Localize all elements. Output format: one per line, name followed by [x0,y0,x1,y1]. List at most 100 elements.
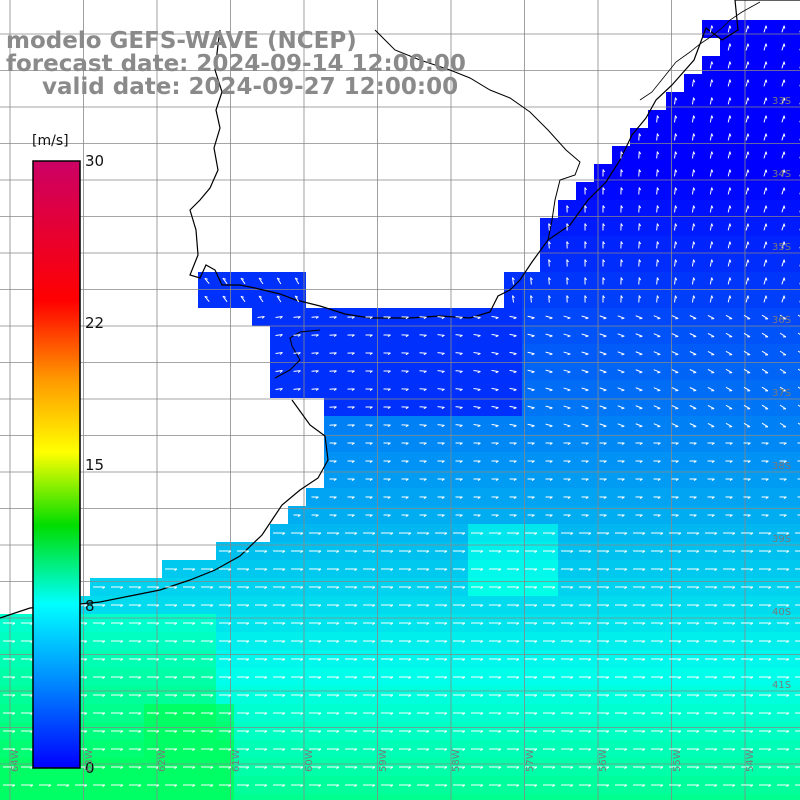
wind-arrow-head [279,316,283,319]
wind-arrow-head [585,442,589,446]
wind-arrow-head [390,622,394,626]
wind-arrow [599,351,607,355]
wind-arrow-head [567,389,571,392]
wind-arrow-head [264,748,268,752]
wind-arrow-head [657,442,661,446]
wind-arrow [674,133,676,141]
wind-cell [162,794,180,800]
wind-arrow-head [693,151,696,155]
wind-arrow-head [516,532,520,536]
wind-arrow-head [498,604,502,608]
wind-arrow-head [714,748,718,752]
wind-arrow-head [602,205,606,209]
wind-arrow-head [408,550,412,554]
wind-cell [792,236,800,254]
wind-arrow [709,25,713,33]
wind-arrow [455,316,463,318]
wind-cell [792,488,800,506]
forecast-date: forecast date: 2024-09-14 12:00:00 [6,51,466,77]
wind-arrow-head [513,389,517,392]
wind-arrow-head [678,712,682,716]
wind-arrow [727,241,731,249]
wind-arrow [563,315,571,319]
wind-arrow-head [351,442,355,446]
wind-arrow-head [246,586,250,590]
wind-arrow [581,369,589,373]
wind-arrow-head [315,316,319,319]
wind-arrow-head [588,586,592,590]
wind-arrow [527,333,535,337]
wind-arrow [276,277,282,285]
wind-arrow [293,352,301,354]
wind-arrow-head [336,784,340,788]
wind-arrow [743,386,751,392]
wind-arrow [527,387,535,391]
wind-arrow-head [84,658,88,662]
wind-arrow-head [102,748,106,752]
wind-arrow [797,332,800,335]
wind-arrow-head [570,550,574,554]
wind-arrow-head [408,748,412,752]
wind-cell [792,380,800,398]
wind-arrow-head [768,748,772,752]
wind-arrow [491,351,499,355]
wind-arrow-head [602,295,606,299]
wind-cell [738,794,756,800]
wind-arrow-head [102,712,106,716]
wind-arrow-head [405,334,409,338]
wind-arrow-head [369,496,373,500]
wind-arrow-head [423,424,427,428]
wind-arrow-head [549,425,553,428]
wind-arrow-head [228,604,232,608]
wind-arrow-head [369,424,373,428]
wind-arrow-head [750,784,754,788]
wind-arrow-head [765,25,768,29]
wind-arrow-head [372,604,376,608]
wind-arrow-head [732,532,736,536]
wind-arrow-head [620,223,624,227]
wind-arrow-head [675,460,679,464]
wind-arrow-head [12,748,16,752]
wind-arrow-head [711,295,714,299]
wind-arrow [437,334,445,336]
wind-arrow-head [783,115,786,119]
wind-arrow-head [531,460,535,464]
wind-arrow-head [120,640,124,644]
wind-arrow-head [369,460,373,464]
wind-arrow-head [747,115,750,119]
wind-arrow [674,205,676,213]
wind-arrow-head [750,712,754,716]
wind-arrow [781,61,785,69]
wind-arrow-head [513,496,517,500]
wind-arrow [653,387,661,391]
wind-arrow-head [498,532,502,536]
wind-arrow-head [765,61,768,65]
wind-arrow-head [369,370,373,374]
wind-arrow-head [264,694,268,698]
wind-arrow-head [588,748,592,752]
wind-arrow-head [516,550,520,554]
wind-arrow-head [675,295,678,299]
wind-arrow-head [498,748,502,752]
wind-arrow [617,351,625,355]
wind-arrow-head [624,766,628,770]
wind-arrow-head [315,334,319,337]
wind-arrow-head [354,676,358,680]
wind-arrow-head [336,658,340,662]
wind-arrow-head [638,133,642,137]
wind-arrow-head [138,748,142,752]
wind-arrow-head [315,352,319,355]
wind-arrow [727,79,731,87]
wind-arrow-head [426,784,430,788]
wind-arrow-head [786,712,790,716]
wind-arrow-head [282,532,286,536]
wind-arrow-head [336,712,340,716]
wind-arrow-head [336,604,340,608]
wind-cell [666,794,684,800]
wind-arrow-head [333,424,337,427]
wind-arrow-head [246,712,250,716]
wind-arrow-head [462,640,466,644]
wind-arrow [530,295,532,303]
wind-arrow-head [747,295,750,299]
